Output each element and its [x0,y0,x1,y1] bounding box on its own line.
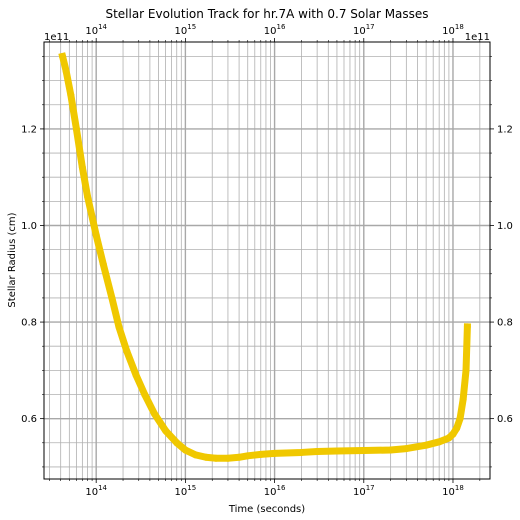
x-tick-label-top: 1018 [442,23,464,37]
tick-label-exponent: 17 [366,484,375,492]
series-point [67,91,75,99]
tick-label-exponent: 15 [187,484,196,492]
series-point [72,125,80,133]
tick-label-exponent: 14 [98,484,107,492]
tick-label-base: 10 [353,487,366,498]
series-layer [58,52,471,462]
series-point [181,446,189,454]
series-point [235,453,243,461]
y-tick-label-left: 0.8 [21,318,37,329]
series-point [387,446,395,454]
tick-label-base: 10 [85,26,98,37]
series-point [84,193,92,201]
tick-label-base: 10 [175,487,188,498]
series-point [333,447,341,455]
tick-label-exponent: 18 [455,23,464,31]
series-point [435,438,443,446]
tick-label-exponent: 16 [276,484,285,492]
x-tick-label-bottom: 1018 [442,484,464,498]
series-point [108,294,116,302]
series-point [202,453,210,461]
series-point [422,441,430,449]
y-tick-label-left: 0.6 [21,414,37,425]
x-tick-label-top: 1015 [175,23,197,37]
tick-label-base: 10 [442,26,455,37]
series-line [58,52,471,462]
tick-label-base: 10 [264,26,277,37]
series-point [453,424,461,432]
series-point [313,447,321,455]
y-tick-label-right: 1.2 [497,124,513,135]
y-tick-label-left: 1.0 [21,221,37,232]
series-point [463,323,471,331]
series-point [462,366,470,374]
series-point [132,371,140,379]
series-point [62,67,70,75]
series-point [115,323,123,331]
y-axis-label: Stellar Radius (cm) [7,212,18,307]
series-point [78,164,86,172]
tick-label-exponent: 18 [455,484,464,492]
y-tick-label-left: 1.2 [21,124,37,135]
x-axis-label: Time (seconds) [228,504,305,515]
series-point [141,391,149,398]
chart-title: Stellar Evolution Track for hr.7A with 0… [105,7,428,21]
tick-label-base: 10 [175,26,188,37]
x-tick-label-bottom: 1015 [175,484,197,498]
series-point [402,445,410,453]
x-tick-label-top: 1016 [264,23,286,37]
series-point [150,410,158,418]
series-point [360,447,368,455]
x-tick-label-top: 1014 [85,23,107,37]
ticks-layer: 1014101410151015101610161017101710181018… [21,23,513,498]
series-point [162,427,170,435]
y-tick-label-right: 0.8 [497,318,513,329]
series-point [244,452,252,460]
series-point [297,448,305,456]
series-point [99,260,107,268]
series-point [459,395,467,403]
series-point [224,454,232,462]
tick-label-exponent: 16 [276,23,285,31]
y-offset-label-right: 1e11 [465,32,490,43]
series-point [271,449,279,457]
series-point [59,52,67,60]
series-point [456,415,464,423]
y-tick-label-right: 0.6 [497,414,513,425]
plot-frame [43,41,491,480]
y-offset-label-left: 1e11 [44,32,69,43]
series-point [192,451,200,459]
series-point [92,231,100,239]
tick-label-base: 10 [85,487,98,498]
series-point [173,439,181,447]
tick-label-exponent: 15 [187,23,196,31]
series-point [449,430,457,438]
series-point [257,450,265,458]
tick-label-exponent: 17 [366,23,375,31]
x-tick-label-bottom: 1017 [353,484,375,498]
x-tick-label-top: 1017 [353,23,375,37]
y-tick-label-right: 1.0 [497,221,513,232]
tick-label-exponent: 14 [98,23,107,31]
series-point [212,454,220,462]
x-tick-label-bottom: 1014 [85,484,107,498]
tick-label-base: 10 [442,487,455,498]
tick-label-base: 10 [264,487,277,498]
tick-label-base: 10 [353,26,366,37]
x-tick-label-bottom: 1016 [264,484,286,498]
grid-minor [44,42,490,479]
series-point [123,347,131,355]
